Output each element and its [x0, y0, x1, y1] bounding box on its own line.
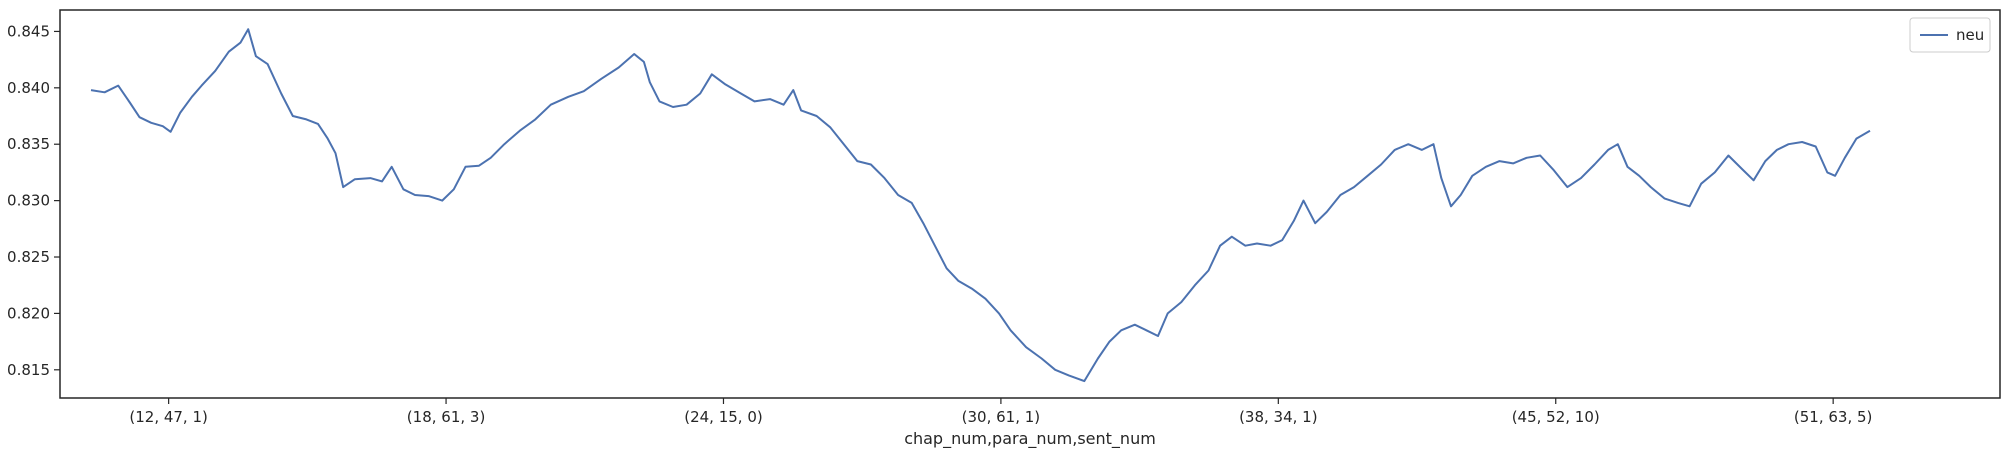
legend-entry-label: neu [1956, 26, 1984, 44]
x-tick-label: (30, 61, 1) [962, 408, 1041, 426]
legend: neu [1909, 17, 1991, 53]
x-tick-label: (12, 47, 1) [129, 408, 208, 426]
legend-box [1909, 17, 1991, 53]
series-group [90, 28, 1871, 383]
y-tick-label: 0.825 [7, 248, 50, 266]
y-tick-label: 0.835 [7, 135, 50, 153]
x-tick-label: (51, 63, 5) [1794, 408, 1873, 426]
x-axis: (12, 47, 1) (18, 61, 3) (24, 15, 0) (30, 61… [129, 398, 1872, 426]
plot-area [60, 10, 2000, 398]
plot-frame [59, 9, 2001, 399]
x-tick-label: (38, 34, 1) [1239, 408, 1318, 426]
y-axis: 0.815 0.820 0.825 0.830 0.835 0.840 0.845 [7, 22, 60, 379]
y-tick-label: 0.815 [7, 361, 50, 379]
x-axis-label: chap_num,para_num,sent_num [904, 429, 1156, 449]
y-tick-label: 0.845 [7, 22, 50, 40]
y-tick-label: 0.820 [7, 304, 50, 322]
x-tick-label: (18, 61, 3) [407, 408, 486, 426]
x-tick-label: (45, 52, 10) [1512, 408, 1600, 426]
series-line-neu [90, 28, 1871, 383]
x-tick-label: (24, 15, 0) [684, 408, 763, 426]
y-tick-label: 0.840 [7, 79, 50, 97]
y-tick-label: 0.830 [7, 192, 50, 210]
